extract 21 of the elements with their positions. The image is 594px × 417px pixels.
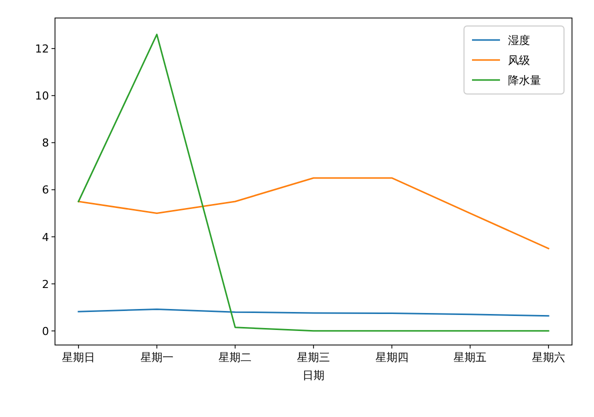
y-tick-label: 6: [42, 184, 49, 197]
y-tick-label: 2: [42, 278, 49, 291]
x-tick-label: 星期四: [375, 351, 408, 364]
legend-label: 风级: [508, 54, 530, 67]
y-tick-label: 4: [42, 230, 49, 244]
y-tick-label: 8: [42, 136, 49, 150]
x-tick-label: 星期日: [62, 351, 95, 364]
y-tick-label: 0: [42, 324, 49, 338]
line-series: [78, 177, 550, 250]
y-tick-label: 12: [35, 42, 49, 56]
x-tick-label: 星期二: [218, 351, 252, 364]
legend-label: 降水量: [508, 74, 541, 87]
x-tick-label: 星期五: [454, 351, 487, 364]
legend-label: 湿度: [508, 34, 530, 47]
x-axis-title: 日期: [302, 369, 324, 382]
y-tick-label: 10: [35, 90, 49, 103]
x-tick-label: 星期一: [140, 351, 174, 364]
x-tick-label: 星期三: [297, 351, 330, 364]
line-series: [78, 34, 550, 332]
line-series: [78, 308, 550, 317]
x-tick-label: 星期六: [532, 351, 565, 364]
